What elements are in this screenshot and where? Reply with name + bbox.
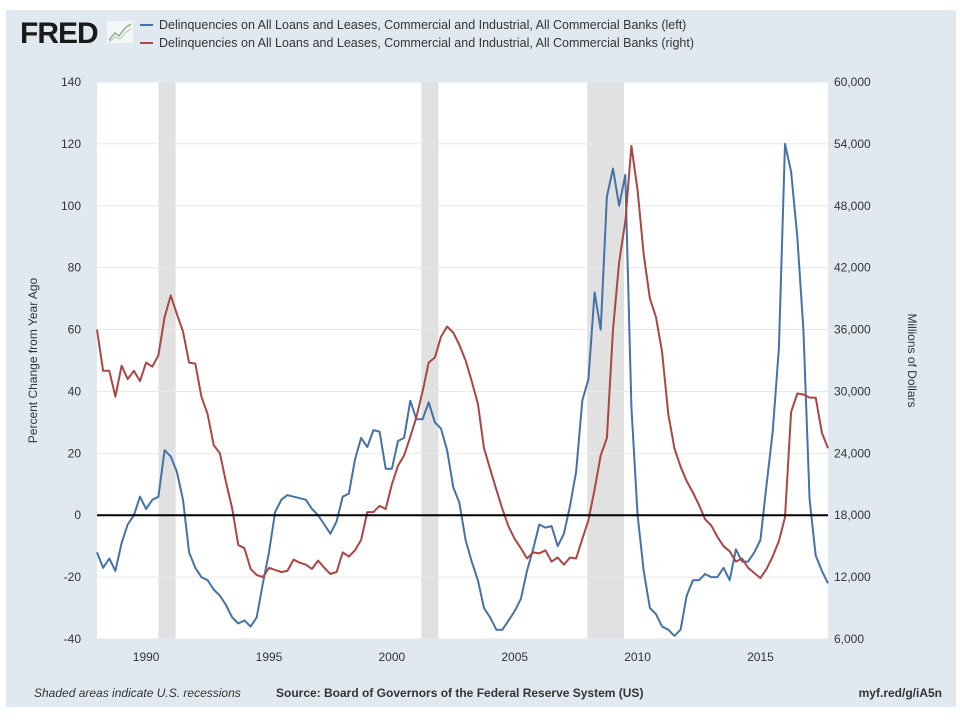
x-tick-label: 2000: [379, 650, 406, 664]
y-tick-left-label: 60: [68, 323, 82, 337]
y-tick-right-label: 12,000: [834, 570, 871, 584]
y-tick-right-label: 36,000: [834, 323, 871, 337]
legend-label: Delinquencies on All Loans and Leases, C…: [159, 18, 687, 32]
recession-note: Shaded areas indicate U.S. recessions: [34, 686, 241, 700]
x-tick-label: 2010: [624, 650, 651, 664]
legend-label: Delinquencies on All Loans and Leases, C…: [159, 36, 694, 50]
y-tick-left-label: 140: [61, 75, 81, 89]
legend-swatch-blue: [140, 24, 153, 26]
y-axis-left-title: Percent Change from Year Ago: [26, 277, 40, 443]
x-tick-label: 1995: [256, 650, 283, 664]
source-text: Source: Board of Governors of the Federa…: [276, 686, 644, 700]
y-tick-right-label: 48,000: [834, 199, 871, 213]
legend-item-right: Delinquencies on All Loans and Leases, C…: [140, 36, 694, 50]
y-tick-left-label: 80: [68, 261, 82, 275]
recession-band: [587, 82, 625, 639]
y-tick-left-label: 0: [74, 508, 81, 522]
y-tick-left-label: 120: [61, 137, 81, 151]
y-tick-left-label: -20: [64, 570, 82, 584]
x-tick-label: 1990: [133, 650, 160, 664]
y-tick-left-label: 20: [68, 446, 82, 460]
y-tick-right-label: 42,000: [834, 261, 871, 275]
y-tick-left-label: 40: [68, 384, 82, 398]
y-tick-right-label: 54,000: [834, 137, 871, 151]
y-axis-right-title: Millions of Dollars: [905, 313, 919, 407]
y-tick-right-label: 60,000: [834, 75, 871, 89]
y-tick-left-label: -40: [64, 632, 82, 646]
legend-item-left: Delinquencies on All Loans and Leases, C…: [140, 18, 686, 32]
y-tick-right-label: 30,000: [834, 384, 871, 398]
y-tick-left-label: 100: [61, 199, 81, 213]
short-link[interactable]: myf.red/g/iA5n: [858, 686, 942, 700]
recession-band: [158, 82, 176, 639]
x-tick-label: 2005: [501, 650, 528, 664]
fred-logo: FRED: [20, 17, 99, 50]
y-tick-right-label: 24,000: [834, 446, 871, 460]
legend-swatch-red: [140, 42, 153, 44]
x-tick-label: 2015: [747, 650, 774, 664]
y-tick-right-label: 6,000: [834, 632, 864, 646]
fred-graph-icon: [107, 21, 133, 43]
y-tick-right-label: 18,000: [834, 508, 871, 522]
plot-area: [97, 82, 828, 639]
series-line-left: [96, 142, 829, 637]
series-line-right: [96, 145, 829, 580]
